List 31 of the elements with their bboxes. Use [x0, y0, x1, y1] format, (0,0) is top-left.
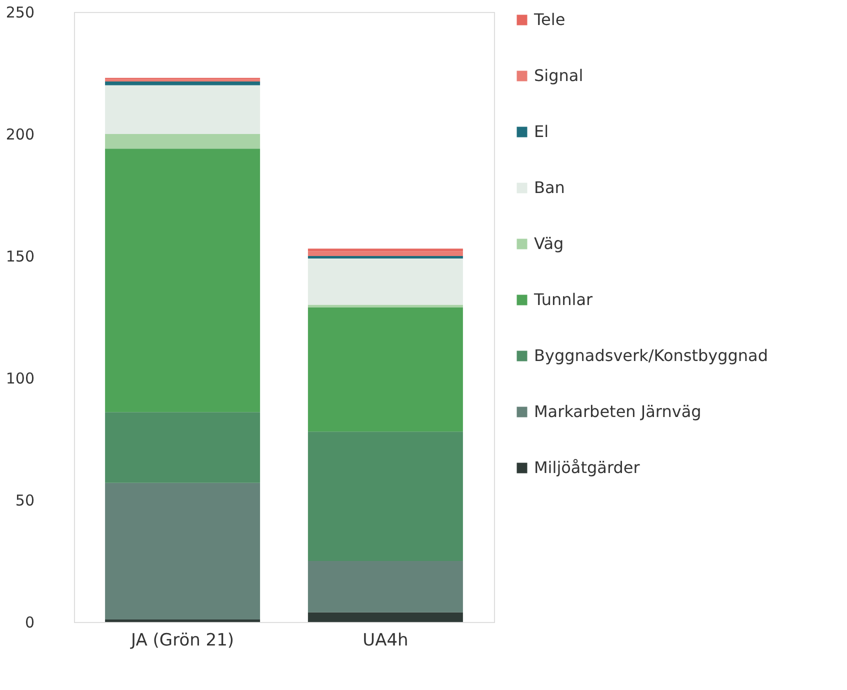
bar: [105, 482, 260, 620]
legend-label: Väg: [534, 234, 564, 253]
x-tick-label: JA (Grön 21): [130, 630, 234, 650]
bar: [105, 85, 260, 134]
bar: [308, 561, 463, 612]
bar: [308, 432, 463, 561]
legend-label: Miljöåtgärder: [534, 458, 640, 477]
bar: [105, 412, 260, 483]
legend-label: Byggnadsverk/Konstbyggnad: [534, 346, 768, 365]
bar: [308, 612, 463, 622]
legend-label: Signal: [534, 66, 584, 85]
x-tick-label: UA4h: [362, 630, 408, 650]
legend-label: Tunnlar: [533, 290, 594, 309]
y-tick-label: 50: [15, 492, 34, 510]
y-tick-label: 100: [6, 370, 34, 388]
legend-label: Ban: [534, 178, 565, 197]
bar: [308, 258, 463, 305]
legend-label: Markarbeten Järnväg: [534, 402, 702, 421]
bar: [308, 251, 463, 256]
bar: [308, 307, 463, 432]
legend-label: Tele: [533, 10, 566, 29]
bar: [308, 248, 463, 252]
bar: [105, 82, 260, 86]
legend-label: El: [534, 122, 549, 141]
y-tick-label: 200: [6, 126, 34, 144]
y-tick-label: 150: [6, 248, 34, 266]
bar: [105, 79, 260, 82]
y-tick-label: 250: [6, 4, 34, 22]
y-tick-label: 0: [24, 614, 34, 632]
bar: [105, 148, 260, 412]
bar: [105, 134, 260, 149]
